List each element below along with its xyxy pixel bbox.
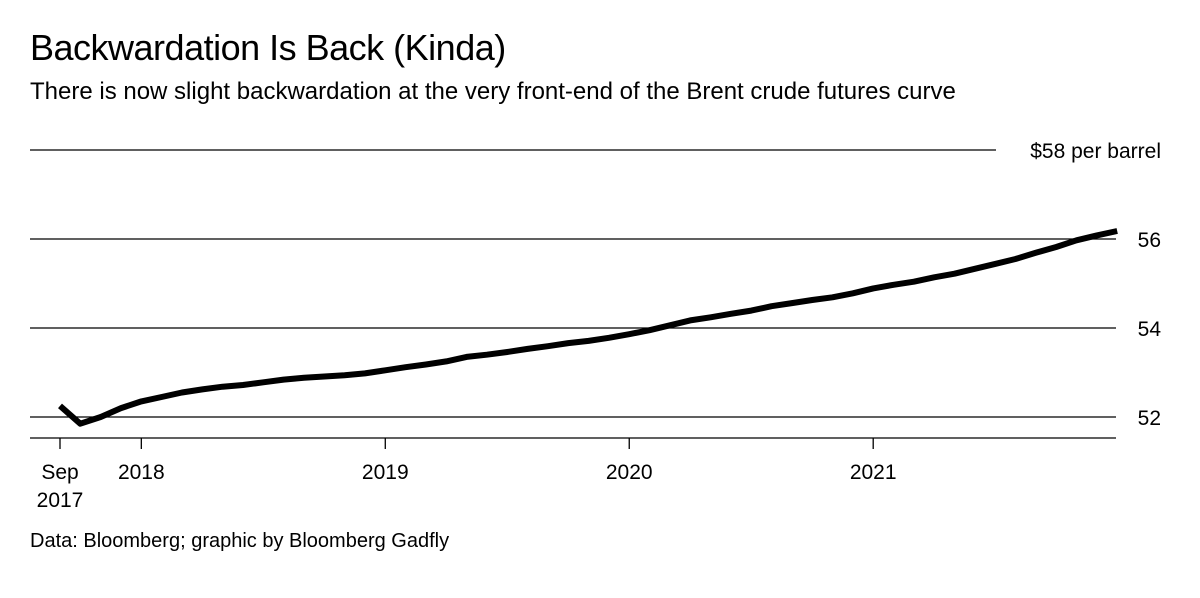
series-layer [58, 228, 1118, 427]
chart-subtitle: There is now slight backwardation at the… [30, 78, 956, 105]
y-tick-label-54: 54 [1138, 318, 1162, 341]
y-tick-label-58: $58 per barrel [1030, 140, 1161, 163]
chart-title: Backwardation Is Back (Kinda) [30, 27, 506, 68]
source-note: Data: Bloomberg; graphic by Bloomberg Ga… [30, 530, 450, 552]
x-tick-label-2019: 2019 [362, 461, 409, 484]
x-axis: Sep 2017 2018 2019 2020 2021 [30, 437, 1116, 512]
series-line-0 [58, 228, 1118, 427]
y-tick-label-56: 56 [1138, 229, 1161, 252]
x-tick-label-2018: 2018 [118, 461, 165, 484]
x-tick-label-2020: 2020 [606, 461, 653, 484]
y-tick-label-52: 52 [1138, 407, 1161, 430]
gridlines: $58 per barrel 56 54 52 [30, 140, 1161, 430]
x-tick-label-sep: Sep 2017 [37, 461, 84, 512]
x-tick-label-2021: 2021 [850, 461, 897, 484]
